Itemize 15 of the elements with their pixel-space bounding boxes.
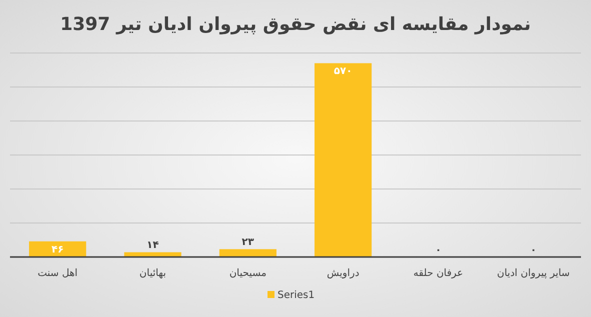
data-label: ۰ (530, 245, 536, 256)
x-tick-label: عرفان حلقه (413, 268, 464, 279)
legend-label: Series1 (278, 290, 315, 301)
x-tick-label: بهائیان (139, 268, 166, 279)
data-label: ۲۳ (242, 237, 254, 248)
legend: Series1 (268, 290, 315, 301)
data-label: ۴۶ (51, 244, 64, 256)
title: نمودار مقایسه ای نقض حقوق پیروان ادیان تیر 1397 (60, 14, 531, 35)
data-label: ۵۷۰ (334, 66, 352, 78)
x-tick-label: مسیحیان (229, 268, 267, 279)
x-tick-label: دراویش (326, 268, 360, 279)
data-label: ۰ (435, 245, 442, 256)
x-tick-label: اهل سنت (38, 268, 78, 279)
x-tick-label: سایر پیروان ادیان (497, 268, 570, 279)
data-label: ۱۴ (146, 240, 159, 252)
